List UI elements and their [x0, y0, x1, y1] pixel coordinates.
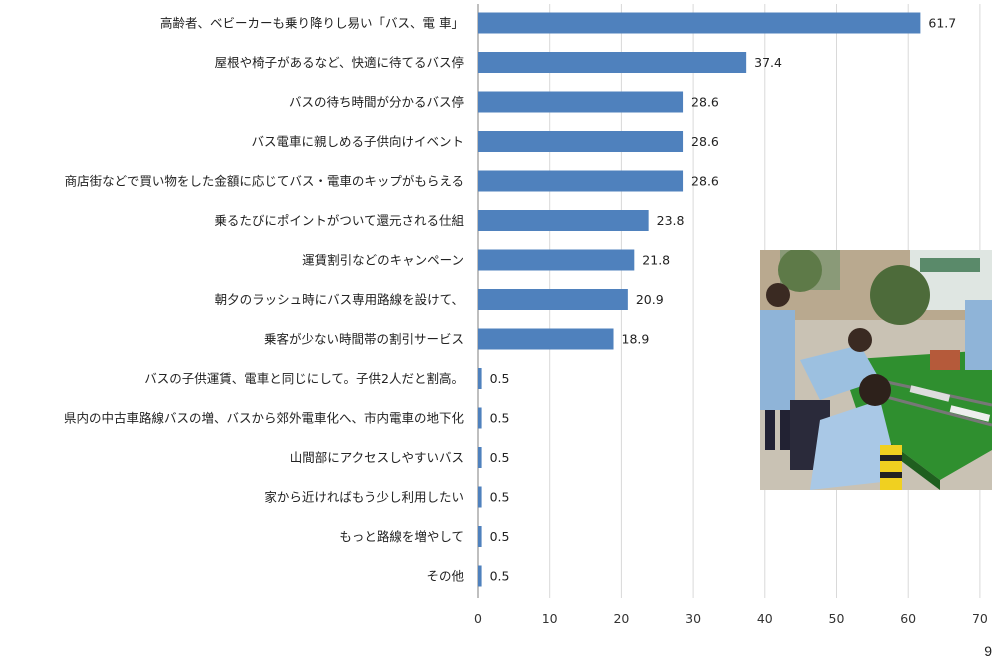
category-label: 高齢者、ベビーカーも乗り降りし易い「バス、電 車」 [160, 16, 464, 31]
category-label: 家から近ければもう少し利用したい [264, 490, 464, 505]
bar-value-label: 0.5 [490, 569, 510, 584]
category-label: バス電車に親しめる子供向けイベント [251, 134, 464, 149]
x-tick-label: 60 [900, 611, 916, 626]
category-label: 商店街などで買い物をした金額に応じてバス・電車のキップがもらえる [65, 174, 464, 189]
x-tick-label: 20 [613, 611, 629, 626]
bar [478, 210, 649, 231]
category-label: 県内の中古車路線バスの増、バスから郊外電車化へ、市内電車の地下化 [64, 411, 465, 426]
category-label: バスの子供運賃、電車と同じにして。子供2人だと割高。 [144, 371, 464, 386]
event-photo [760, 250, 992, 490]
bar-value-label: 37.4 [754, 55, 782, 70]
bar [478, 368, 482, 389]
category-label: 乗るたびにポイントがついて還元される仕組 [214, 213, 464, 228]
bar-value-label: 28.6 [691, 134, 719, 149]
bar-value-label: 0.5 [490, 450, 510, 465]
bar [478, 12, 921, 34]
bar [478, 52, 747, 73]
category-label: 山間部にアクセスしやすいバス [290, 450, 464, 465]
bar [478, 131, 684, 152]
bar-value-label: 23.8 [657, 213, 685, 228]
bar [478, 170, 684, 192]
bar [478, 328, 614, 350]
x-tick-label: 0 [474, 611, 482, 626]
category-label: もっと路線を増やして [339, 529, 464, 544]
x-tick-label: 70 [972, 611, 988, 626]
category-label: その他 [426, 569, 464, 584]
category-label: バスの待ち時間が分かるバス停 [289, 95, 464, 110]
bar-value-label: 21.8 [642, 253, 670, 268]
category-label: 乗客が少ない時間帯の割引サービス [264, 332, 464, 347]
bar [478, 526, 482, 547]
bar [478, 407, 482, 429]
category-label: 屋根や椅子があるなど、快適に待てるバス停 [215, 55, 464, 70]
bar [478, 91, 684, 113]
bar-value-label: 18.9 [622, 332, 650, 347]
bar [478, 289, 628, 310]
category-label: 運賃割引などのキャンペーン [302, 253, 464, 268]
bar-value-label: 0.5 [490, 371, 510, 386]
bar [478, 447, 482, 468]
x-tick-label: 10 [542, 611, 558, 626]
page-number: 9 [984, 643, 992, 659]
bar [478, 249, 635, 271]
bar-value-label: 20.9 [636, 292, 664, 307]
bar-value-label: 61.7 [928, 16, 956, 31]
bar-value-label: 28.6 [691, 174, 719, 189]
bar-value-label: 28.6 [691, 95, 719, 110]
x-tick-label: 50 [829, 611, 845, 626]
bar-value-label: 0.5 [490, 529, 510, 544]
bar-value-label: 0.5 [490, 490, 510, 505]
bar [478, 565, 482, 587]
x-tick-label: 30 [685, 611, 701, 626]
category-label: 朝夕のラッシュ時にバス専用路線を設けて、 [215, 292, 464, 307]
bar-value-label: 0.5 [490, 411, 510, 426]
bar [478, 486, 482, 508]
x-tick-label: 40 [757, 611, 773, 626]
